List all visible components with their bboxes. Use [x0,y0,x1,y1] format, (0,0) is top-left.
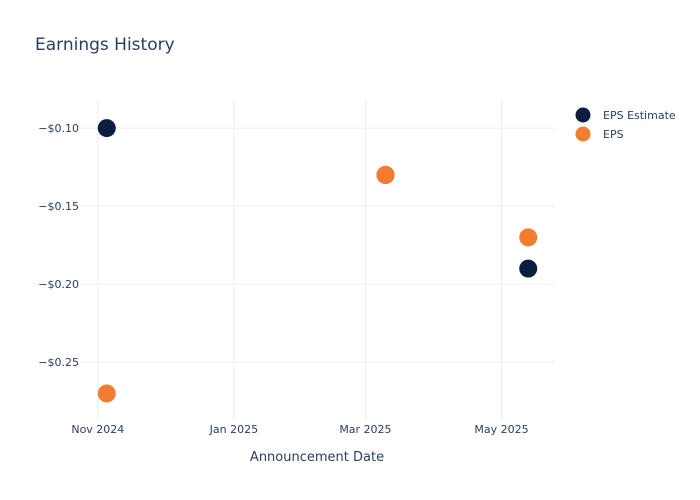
point-layer [97,119,538,403]
y-tick-label: −$0.20 [38,278,79,291]
legend-marker[interactable] [575,107,591,123]
y-tick-label: −$0.10 [38,122,79,135]
tick-layer: Nov 2024 Jan 2025 Mar 2025 May 2025 −$0.10 −$… [38,122,528,436]
legend: EPS Estimate EPS [575,107,676,142]
x-tick-label: Nov 2024 [71,423,124,436]
eps-estimate-point[interactable] [519,259,538,278]
legend-marker[interactable] [575,126,591,142]
legend-label[interactable]: EPS Estimate [603,109,676,122]
legend-label[interactable]: EPS [603,128,624,141]
eps-point[interactable] [519,228,538,247]
x-tick-label: May 2025 [474,423,528,436]
eps-point[interactable] [376,165,395,184]
grid-layer [80,100,555,420]
chart-title: Earnings History [35,35,175,55]
x-axis-title: Announcement Date [250,450,384,465]
y-tick-label: −$0.15 [38,200,79,213]
eps-point[interactable] [97,384,116,403]
eps-estimate-point[interactable] [97,119,116,138]
x-tick-label: Jan 2025 [209,423,258,436]
y-tick-label: −$0.25 [38,356,79,369]
x-tick-label: Mar 2025 [339,423,391,436]
